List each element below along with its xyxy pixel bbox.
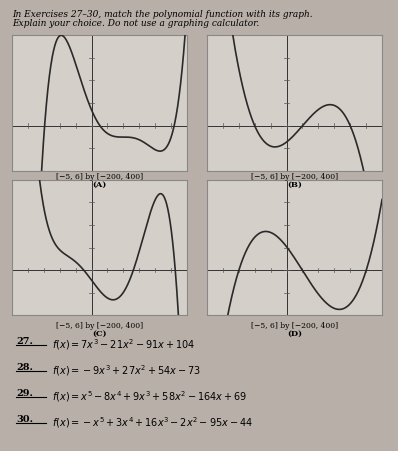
Text: [−5, 6] by [−200, 400]: [−5, 6] by [−200, 400] xyxy=(56,321,143,329)
Text: 27.: 27. xyxy=(16,336,33,345)
Text: $f(x) = -9x^3 + 27x^2 + 54x - 73$: $f(x) = -9x^3 + 27x^2 + 54x - 73$ xyxy=(52,362,201,377)
Text: [−5, 6] by [−200, 400]: [−5, 6] by [−200, 400] xyxy=(251,321,338,329)
Text: [−5, 6] by [−200, 400]: [−5, 6] by [−200, 400] xyxy=(56,172,143,180)
Text: 30.: 30. xyxy=(16,414,33,423)
Text: (A): (A) xyxy=(92,180,107,189)
Text: In Exercises 27–30, match the polynomial function with its graph.: In Exercises 27–30, match the polynomial… xyxy=(12,10,312,19)
Text: $f(x) = x^5 - 8x^4 + 9x^3 + 58x^2 - 164x + 69$: $f(x) = x^5 - 8x^4 + 9x^3 + 58x^2 - 164x… xyxy=(52,388,247,403)
Text: (B): (B) xyxy=(287,180,302,189)
Text: (D): (D) xyxy=(287,329,302,337)
Text: [−5, 6] by [−200, 400]: [−5, 6] by [−200, 400] xyxy=(251,172,338,180)
Text: (C): (C) xyxy=(92,329,107,337)
Text: Explain your choice. Do not use a graphing calculator.: Explain your choice. Do not use a graphi… xyxy=(12,19,259,28)
Text: 28.: 28. xyxy=(16,362,33,371)
Text: $f(x) = -x^5 + 3x^4 + 16x^3 - 2x^2 - 95x - 44$: $f(x) = -x^5 + 3x^4 + 16x^3 - 2x^2 - 95x… xyxy=(52,414,253,429)
Text: 29.: 29. xyxy=(16,388,33,397)
Text: $f(x) = 7x^3 - 21x^2 - 91x + 104$: $f(x) = 7x^3 - 21x^2 - 91x + 104$ xyxy=(52,336,195,351)
